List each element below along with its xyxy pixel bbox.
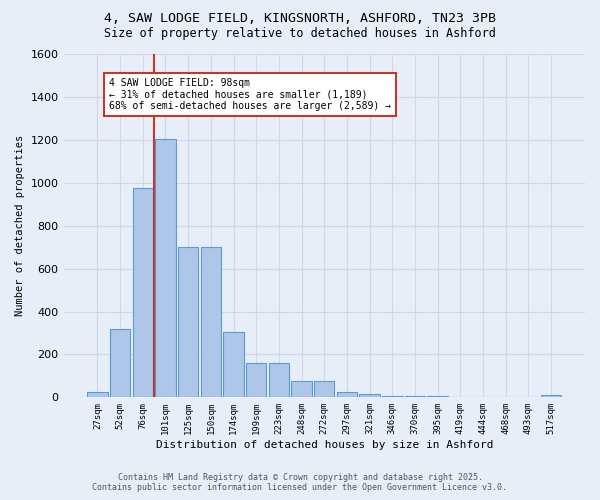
Text: Contains HM Land Registry data © Crown copyright and database right 2025.
Contai: Contains HM Land Registry data © Crown c… <box>92 473 508 492</box>
Bar <box>246 363 266 398</box>
Bar <box>110 328 130 398</box>
Bar <box>133 188 153 398</box>
Bar <box>292 381 312 398</box>
Bar <box>178 247 199 398</box>
Bar <box>87 392 107 398</box>
Bar <box>314 381 334 398</box>
Bar <box>382 396 403 398</box>
Y-axis label: Number of detached properties: Number of detached properties <box>15 135 25 316</box>
Bar <box>200 247 221 398</box>
Bar <box>405 396 425 398</box>
Text: Size of property relative to detached houses in Ashford: Size of property relative to detached ho… <box>104 28 496 40</box>
Bar <box>269 363 289 398</box>
Bar <box>359 394 380 398</box>
Text: 4, SAW LODGE FIELD, KINGSNORTH, ASHFORD, TN23 3PB: 4, SAW LODGE FIELD, KINGSNORTH, ASHFORD,… <box>104 12 496 26</box>
Bar <box>450 396 470 398</box>
Bar <box>223 332 244 398</box>
Bar <box>541 395 561 398</box>
X-axis label: Distribution of detached houses by size in Ashford: Distribution of detached houses by size … <box>155 440 493 450</box>
Bar <box>155 139 176 398</box>
Bar <box>337 392 357 398</box>
Text: 4 SAW LODGE FIELD: 98sqm
← 31% of detached houses are smaller (1,189)
68% of sem: 4 SAW LODGE FIELD: 98sqm ← 31% of detach… <box>109 78 391 111</box>
Bar <box>427 396 448 398</box>
